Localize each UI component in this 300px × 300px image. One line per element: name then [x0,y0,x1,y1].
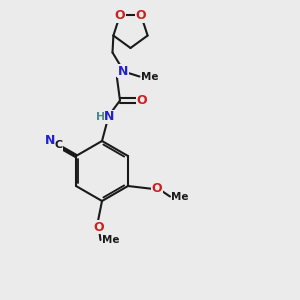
Text: Me: Me [102,235,119,245]
Text: O: O [152,182,162,196]
Text: N: N [44,134,55,148]
Text: N: N [118,64,128,78]
Text: Me: Me [172,191,189,202]
Text: Me: Me [141,71,158,82]
Text: O: O [94,220,104,234]
Text: C: C [55,140,63,151]
Text: O: O [136,94,147,107]
Text: N: N [104,110,115,124]
Text: O: O [115,9,125,22]
Text: O: O [136,9,146,22]
Text: H: H [96,112,105,122]
